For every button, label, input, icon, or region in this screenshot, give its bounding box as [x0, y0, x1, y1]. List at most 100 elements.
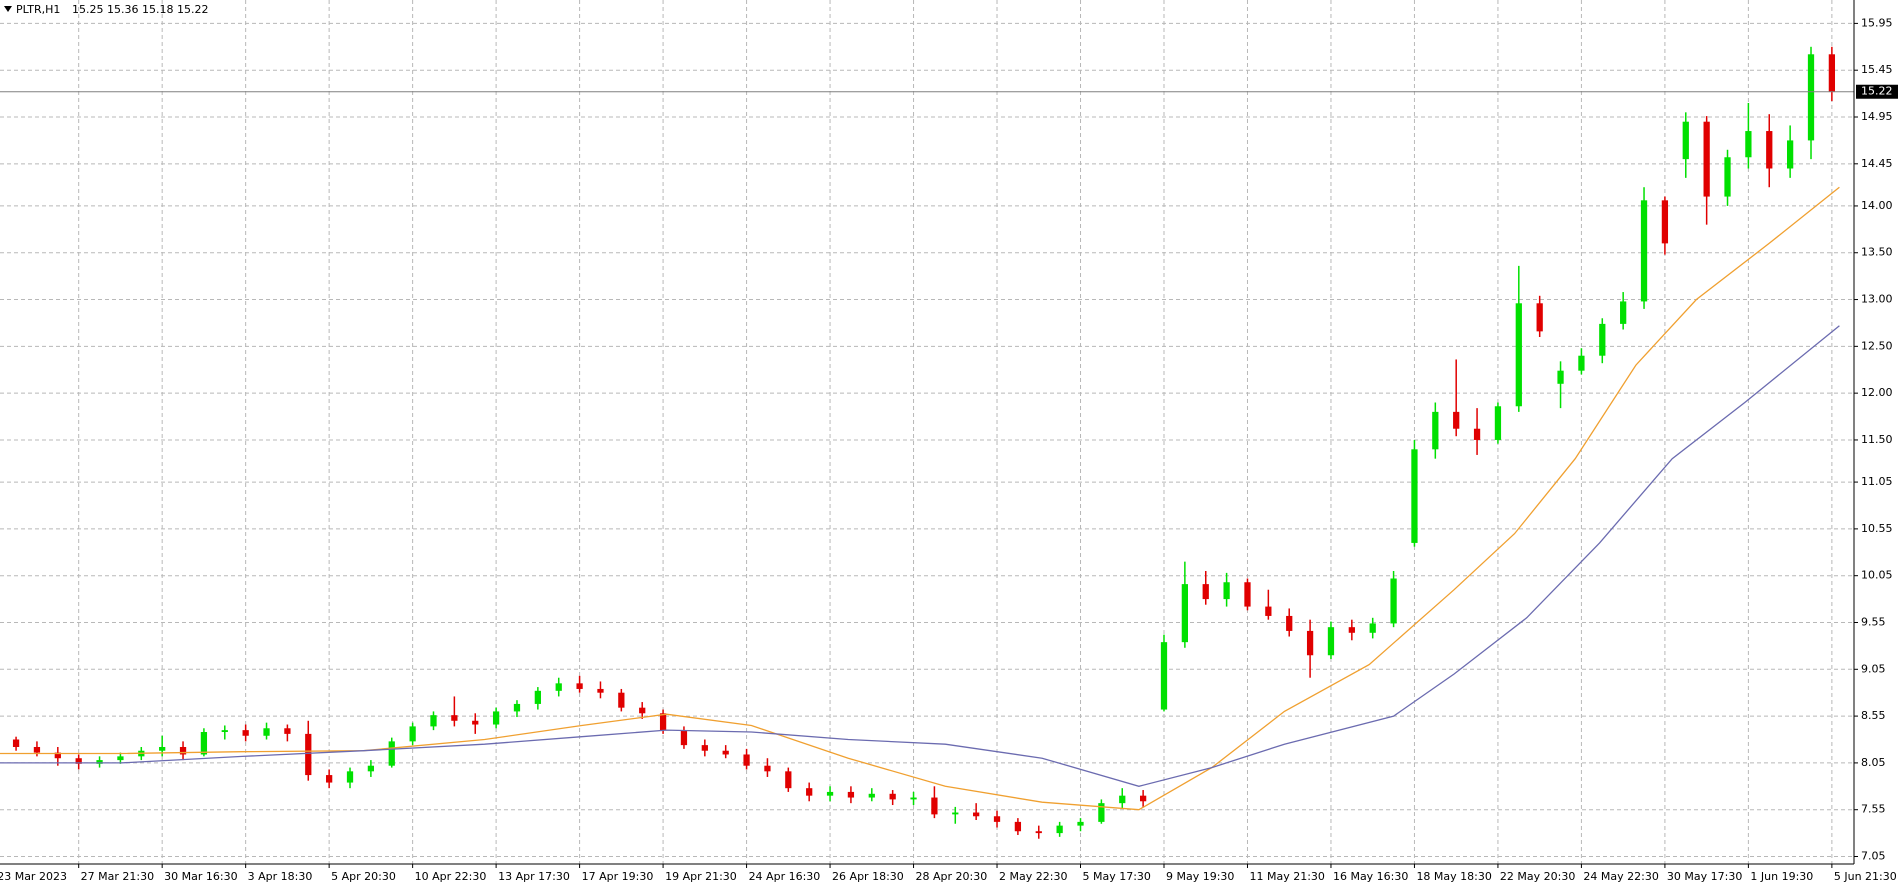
x-tick-label: 18 May 18:30: [1416, 870, 1491, 883]
candle-body: [952, 812, 959, 815]
candle-body: [1599, 323, 1606, 356]
candle-body: [847, 791, 855, 798]
x-tick-label: 24 Apr 16:30: [749, 870, 821, 883]
candle-body: [1035, 831, 1042, 834]
candle-body: [1306, 630, 1314, 656]
y-tick-label: 12.00: [1861, 386, 1893, 399]
moving-average-line: [0, 325, 1840, 787]
candle-body: [1202, 584, 1209, 600]
labels: PLTR,H1 15.25 15.36 15.18 15.2215.9515.4514…: [0, 3, 1898, 883]
candle-body: [1369, 623, 1376, 633]
y-tick-label: 15.95: [1861, 16, 1893, 29]
x-tick-label: 30 Mar 16:30: [164, 870, 237, 883]
candle-body: [54, 752, 61, 759]
y-tick-label: 7.05: [1861, 850, 1886, 863]
candle-body: [1620, 301, 1627, 324]
candle-body: [430, 715, 437, 727]
y-tick-label: 15.45: [1861, 63, 1893, 76]
candle-body: [806, 788, 813, 796]
candle-body: [1411, 449, 1418, 543]
candle-body: [1160, 642, 1168, 710]
x-tick-label: 28 Apr 20:30: [916, 870, 988, 883]
x-tick-label: 13 Apr 17:30: [498, 870, 570, 883]
x-tick-label: 1 Jun 19:30: [1750, 870, 1813, 883]
candle-body: [451, 715, 458, 721]
x-tick-label: 16 May 16:30: [1333, 870, 1408, 883]
candle-body: [1703, 121, 1710, 197]
candle-body: [1807, 54, 1815, 141]
candle-body: [1640, 200, 1648, 302]
moving-average-line: [0, 186, 1840, 811]
candle-body: [639, 707, 646, 714]
candle-body: [868, 793, 875, 798]
candle-body: [346, 771, 354, 783]
candle-body: [1181, 584, 1188, 643]
candle-body: [1745, 131, 1752, 158]
x-tick-label: 3 Apr 18:30: [248, 870, 313, 883]
candle-body: [200, 732, 208, 755]
y-tick-label: 11.50: [1861, 433, 1893, 446]
candle-body: [1327, 627, 1335, 656]
y-tick-label: 14.95: [1861, 110, 1893, 123]
candle-body: [1536, 303, 1543, 332]
grid: [0, 0, 1854, 864]
candle-body: [96, 760, 103, 764]
current-price-label: 15.22: [1861, 85, 1893, 98]
candle-body: [221, 730, 228, 733]
y-tick-label: 9.05: [1861, 662, 1886, 675]
candle-body: [492, 711, 500, 725]
candle-body: [159, 746, 166, 751]
candle-body: [1473, 428, 1481, 440]
candle-body: [1724, 157, 1731, 197]
y-tick-label: 13.00: [1861, 293, 1893, 306]
candle-body: [931, 797, 938, 815]
x-tick-label: 19 Apr 21:30: [665, 870, 737, 883]
y-tick-label: 13.50: [1861, 246, 1893, 259]
candle-body: [1453, 411, 1460, 429]
x-tick-label: 11 May 21:30: [1249, 870, 1324, 883]
candle-body: [993, 816, 1001, 822]
x-tick-label: 22 May 20:30: [1500, 870, 1575, 883]
candle-body: [1119, 795, 1126, 804]
candle-body: [1014, 821, 1022, 832]
candle-body: [1077, 821, 1084, 826]
candle-body: [1223, 582, 1230, 600]
x-tick-label: 2 May 22:30: [999, 870, 1067, 883]
y-tick-label: 8.05: [1861, 756, 1886, 769]
candle-body: [722, 750, 729, 755]
candle-body: [263, 728, 270, 736]
candle-body: [179, 746, 187, 755]
candle-body: [472, 720, 479, 725]
candle-body: [1139, 795, 1147, 802]
y-tick-label: 14.45: [1861, 157, 1893, 170]
candle-body: [1766, 131, 1773, 169]
candle-body: [1557, 370, 1564, 384]
candle-body: [826, 791, 834, 796]
header-open: 15.25: [72, 3, 104, 16]
candle-body: [117, 756, 124, 761]
candle-body: [1056, 825, 1063, 834]
x-tick-label: 10 Apr 22:30: [415, 870, 487, 883]
candle-body: [1494, 406, 1502, 440]
x-tick-label: 17 Apr 19:30: [582, 870, 654, 883]
candle-body: [618, 692, 625, 708]
x-tick-label: 5 Apr 20:30: [331, 870, 396, 883]
x-tick-label: 23 Mar 2023: [0, 870, 67, 883]
header-low: 15.18: [142, 3, 174, 16]
candle-body: [1348, 627, 1355, 633]
y-tick-label: 12.50: [1861, 339, 1893, 352]
candle-body: [1286, 615, 1293, 631]
candle-body: [576, 683, 583, 689]
x-tick-label: 24 May 22:30: [1583, 870, 1658, 883]
candle-body: [764, 765, 771, 772]
x-tick-label: 5 Jun 21:30: [1834, 870, 1897, 883]
x-tick-label: 5 May 17:30: [1083, 870, 1151, 883]
candle-body: [1265, 606, 1272, 616]
candle-body: [326, 775, 333, 783]
candle-body: [75, 758, 82, 764]
candle-body: [973, 812, 980, 817]
x-tick-label: 30 May 17:30: [1667, 870, 1742, 883]
